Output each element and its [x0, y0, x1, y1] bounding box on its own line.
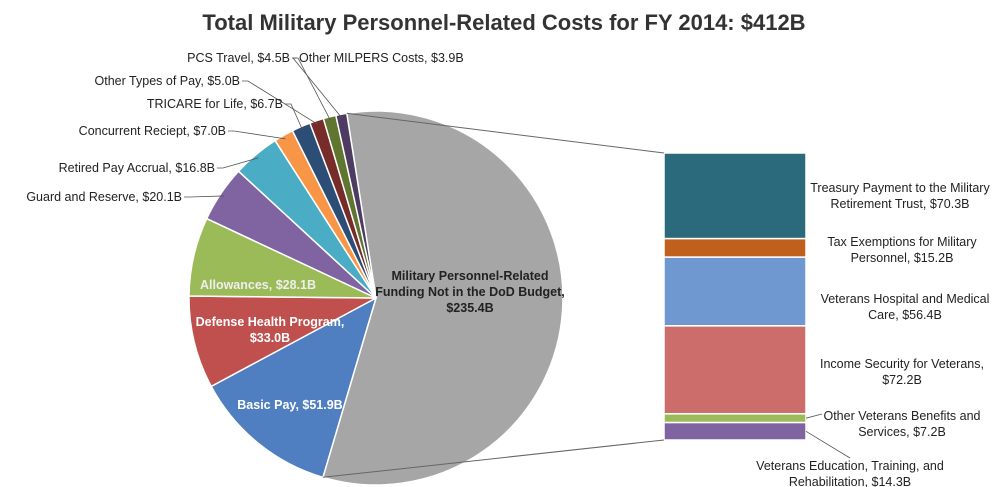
- bar-label: Tax Exemptions for Military Personnel$15…: [807, 234, 997, 266]
- label-value: $14.3B: [871, 475, 912, 487]
- label-name: Other MILPERS Costs: [299, 51, 431, 65]
- bar-label: Income Security for Veterans $72.2B: [807, 356, 997, 388]
- leader-line: [217, 157, 259, 169]
- slice-label: PCS Travel$4.5B: [187, 50, 290, 66]
- leader-line: [242, 80, 319, 125]
- label-name: Military Personnel-Related Funding Not i…: [375, 269, 565, 299]
- label-value: $72.2B: [882, 373, 922, 387]
- label-name: Defense Health Program: [196, 315, 345, 329]
- label-name: Tax Exemptions for Military Personnel: [827, 235, 976, 265]
- pie-slice: [210, 296, 378, 479]
- slice-label: TRICARE for Life$6.7B: [147, 96, 283, 112]
- bar-label: Other Veterans Benefits and Services$7.2…: [802, 408, 1002, 440]
- bar-segment: [663, 237, 807, 258]
- leader-line: [805, 430, 851, 459]
- pie-slice: [321, 110, 564, 486]
- label-name: PCS Travel: [187, 51, 257, 65]
- label-value: $20.1B: [142, 190, 182, 204]
- pie-slice: [188, 295, 377, 388]
- label-value: $56.4B: [902, 308, 942, 322]
- label-name: Veterans Education, Training, and Rehabi…: [756, 459, 944, 487]
- label-value: $3.9B: [431, 51, 464, 65]
- leader-line: [228, 130, 286, 140]
- label-value: $4.5B: [257, 51, 290, 65]
- label-name: Other Types of Pay: [95, 74, 208, 88]
- bar-label: Treasury Payment to the Military Retirem…: [805, 180, 995, 212]
- bar-segment: [663, 256, 807, 327]
- leader-line: [805, 413, 823, 419]
- bar-segment: [663, 325, 807, 415]
- label-value: $16.8B: [175, 161, 215, 175]
- label-value: $51.9B: [302, 398, 343, 412]
- label-name: Income Security for Veterans: [820, 357, 984, 371]
- slice-label: Other Types of Pay$5.0B: [95, 73, 240, 89]
- label-name: Basic Pay: [237, 398, 302, 412]
- connector-line: [346, 112, 665, 154]
- leader-line: [184, 195, 225, 198]
- label-name: Allowances: [200, 278, 276, 292]
- label-value: $15.2B: [913, 251, 954, 265]
- label-value: $6.7B: [250, 97, 283, 111]
- label-name: Other Veterans Benefits and Services: [823, 409, 980, 439]
- leader-line: [292, 57, 331, 121]
- bar-segment: [663, 413, 807, 424]
- leader-line: [292, 57, 343, 119]
- slice-label: Basic Pay$51.9B: [220, 397, 360, 413]
- bar-segment: [663, 421, 807, 441]
- label-name: Guard and Reserve: [26, 190, 142, 204]
- slice-label: Guard and Reserve$20.1B: [26, 189, 182, 205]
- slice-label: Other MILPERS Costs$3.9B: [299, 50, 464, 66]
- chart-title: Total Military Personnel-Related Costs f…: [202, 10, 806, 35]
- label-name: Retired Pay Accrual: [59, 161, 176, 175]
- label-value: $7.2B: [913, 425, 946, 439]
- slice-label: Concurrent Reciept$7.0B: [79, 123, 226, 139]
- label-value: $5.0B: [207, 74, 240, 88]
- bar-label: Veterans Hospital and Medical Care$56.4B: [805, 291, 1005, 323]
- label-value: $7.0B: [193, 124, 226, 138]
- slice-label: Defense Health Program $33.0B: [183, 314, 358, 346]
- label-value: $33.0B: [249, 331, 291, 345]
- bar-segment: [663, 152, 807, 240]
- connector-line: [322, 439, 665, 478]
- label-value: $28.1B: [275, 278, 317, 292]
- bar-label: Veterans Education, Training, and Rehabi…: [750, 458, 950, 487]
- label-value: $235.4B: [446, 301, 494, 315]
- label-name: Concurrent Reciept: [79, 124, 194, 138]
- slice-label: Allowances$28.1B: [178, 277, 338, 293]
- slice-label: Military Personnel-Related Funding Not i…: [375, 268, 565, 316]
- leader-line: [285, 103, 304, 131]
- label-value: $70.3B: [929, 197, 970, 211]
- pie-slice: [334, 112, 377, 299]
- slice-label: Retired Pay Accrual$16.8B: [59, 160, 215, 176]
- label-name: TRICARE for Life: [147, 97, 251, 111]
